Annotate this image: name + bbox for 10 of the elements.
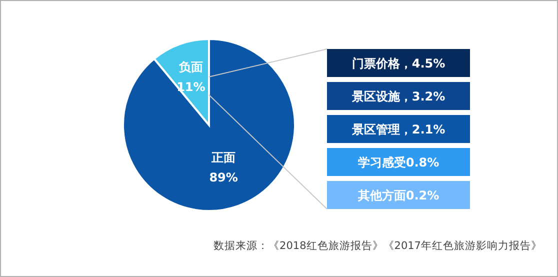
source-note: 数据来源：《2018红色旅游报告》《2017年红色旅游影响力报告》: [214, 239, 542, 252]
category-label: 学习感受0.8%: [358, 156, 440, 170]
category-label: 景区管理，2.1%: [350, 122, 446, 136]
category-label: 其他方面0.2%: [356, 188, 440, 202]
data-label: 89%: [209, 170, 238, 184]
slice-label: 负面: [178, 60, 203, 74]
category-label: 门票价格，4.5%: [352, 56, 446, 70]
data-label: 11%: [176, 80, 206, 94]
slice-label: 正面: [210, 150, 236, 164]
category-label: 景区设施，3.2%: [350, 90, 446, 104]
